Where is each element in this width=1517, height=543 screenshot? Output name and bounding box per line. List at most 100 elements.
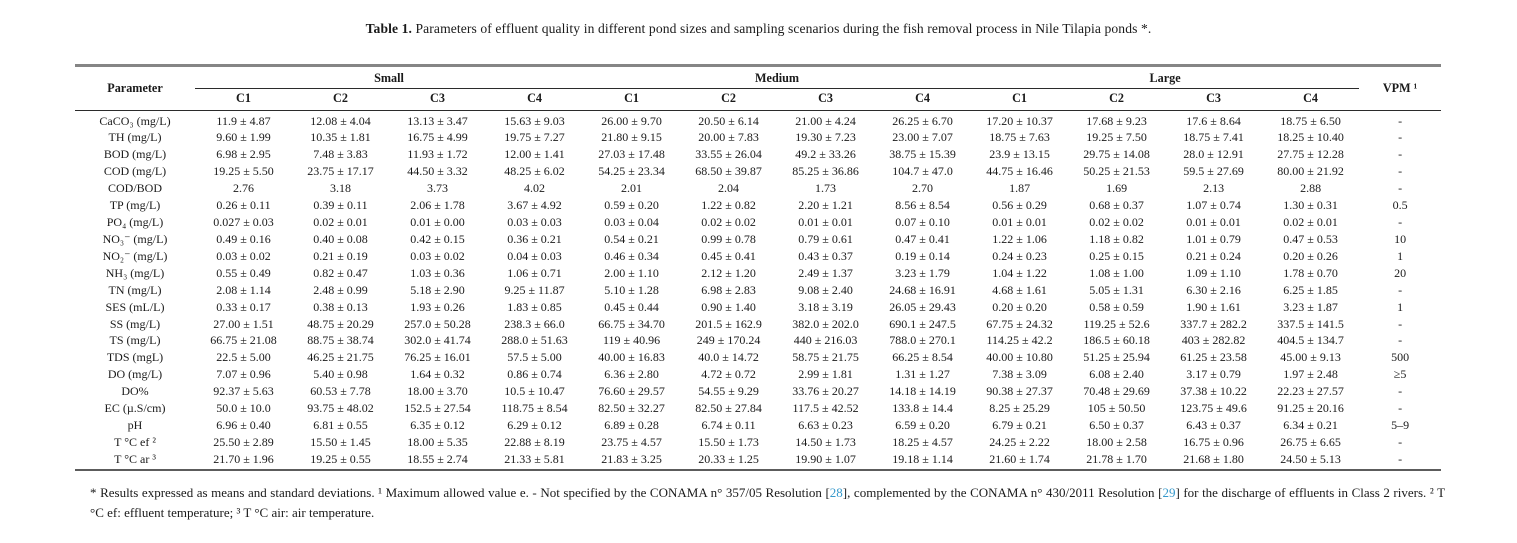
value-cell: 23.00 ± 7.07 xyxy=(892,130,953,145)
value-cell: 17.20 ± 10.37 xyxy=(986,113,1053,128)
parameter-label: TP (mg/L) xyxy=(109,198,161,213)
table-row: COD/BOD 2.76 3.18 3.73 4.02 2.01 2.04 1.73 2.70 1… xyxy=(75,180,1441,197)
value-cell: 119 ± 40.96 xyxy=(602,333,661,348)
vpm-column-header: VPM ¹ xyxy=(1359,65,1442,111)
value-cell: 19.25 ± 7.50 xyxy=(1086,130,1147,145)
scenario-header-large-c4: C4 xyxy=(1262,88,1360,111)
parameter-label: NH₃ (mg/L) xyxy=(105,265,165,280)
value-cell: 0.47 ± 0.41 xyxy=(895,231,950,246)
value-cell: 288.0 ± 51.63 xyxy=(501,333,568,348)
value-cell: 133.8 ± 14.4 xyxy=(892,401,953,416)
value-cell: 54.25 ± 23.34 xyxy=(598,164,665,179)
table-row: NO₂⁻ (mg/L) 0.03 ± 0.02 0.21 ± 0.19 0.03 ± … xyxy=(75,248,1441,265)
value-cell: 26.00 ± 9.70 xyxy=(601,113,662,128)
value-cell: 1.90 ± 1.61 xyxy=(1186,299,1241,314)
value-cell: 6.89 ± 0.28 xyxy=(604,418,659,433)
value-cell: 6.34 ± 0.21 xyxy=(1283,418,1338,433)
value-cell: 14.50 ± 1.73 xyxy=(795,435,856,450)
value-cell: 0.02 ± 0.01 xyxy=(313,215,368,230)
value-cell: 0.45 ± 0.44 xyxy=(604,299,659,314)
value-cell: 0.46 ± 0.34 xyxy=(604,248,659,263)
value-cell: 6.50 ± 0.37 xyxy=(1089,418,1144,433)
value-cell: 12.00 ± 1.41 xyxy=(504,147,565,162)
parameter-label: TN (mg/L) xyxy=(108,282,162,297)
value-cell: 22.23 ± 27.57 xyxy=(1277,384,1344,399)
value-cell: 11.9 ± 4.87 xyxy=(216,113,271,128)
table-row: pH 6.96 ± 0.40 6.81 ± 0.55 6.35 ± 0.12 6.29 … xyxy=(75,417,1441,434)
value-cell: 1.22 ± 0.82 xyxy=(701,198,756,213)
value-cell: 19.90 ± 1.07 xyxy=(795,451,856,466)
value-cell: 1.78 ± 0.70 xyxy=(1283,265,1338,280)
value-cell: 9.25 ± 11.87 xyxy=(504,282,565,297)
value-cell: 68.50 ± 39.87 xyxy=(695,164,762,179)
value-cell: 70.48 ± 29.69 xyxy=(1083,384,1150,399)
value-cell: 1.04 ± 1.22 xyxy=(992,265,1047,280)
value-cell: 337.7 ± 282.2 xyxy=(1180,316,1247,331)
value-cell: 2.76 xyxy=(233,181,254,196)
value-cell: 2.08 ± 1.14 xyxy=(216,282,271,297)
value-cell: 6.59 ± 0.20 xyxy=(895,418,950,433)
value-cell: 2.01 xyxy=(621,181,643,196)
value-cell: 40.00 ± 16.83 xyxy=(598,350,665,365)
value-cell: 2.00 ± 1.10 xyxy=(604,265,659,280)
value-cell: 0.39 ± 0.11 xyxy=(313,198,368,213)
value-cell: 1.83 ± 0.85 xyxy=(507,299,562,314)
value-cell: 40.0 ± 14.72 xyxy=(698,350,759,365)
vpm-cell: - xyxy=(1398,181,1403,196)
value-cell: 19.18 ± 1.14 xyxy=(892,451,953,466)
value-cell: 0.26 ± 0.11 xyxy=(216,198,271,213)
group-header-row: Parameter Small Medium Large VPM ¹ xyxy=(75,65,1442,111)
vpm-cell: - xyxy=(1398,113,1403,128)
value-cell: 21.33 ± 5.81 xyxy=(504,451,565,466)
value-cell: 7.48 ± 3.83 xyxy=(313,147,368,162)
value-cell: 0.82 ± 0.47 xyxy=(313,265,368,280)
scenario-header-large-c1: C1 xyxy=(971,88,1069,111)
vpm-cell: - xyxy=(1398,333,1403,348)
table-caption: Table 1. Parameters of effluent quality … xyxy=(0,21,1517,37)
parameter-label: DO (mg/L) xyxy=(107,367,163,382)
value-cell: 0.86 ± 0.74 xyxy=(507,367,562,382)
citation-ref-28[interactable]: 28 xyxy=(829,485,843,500)
value-cell: 0.58 ± 0.59 xyxy=(1089,299,1144,314)
vpm-cell: - xyxy=(1398,384,1403,399)
value-cell: 0.01 ± 0.00 xyxy=(410,215,465,230)
value-cell: 6.43 ± 0.37 xyxy=(1186,418,1241,433)
value-cell: 22.5 ± 5.00 xyxy=(216,350,271,365)
footnote-text-2: ], complemented by the CONAMA n° 430/201… xyxy=(842,485,1163,500)
vpm-cell: ≥5 xyxy=(1393,367,1407,382)
value-cell: 38.75 ± 15.39 xyxy=(889,147,956,162)
value-cell: 15.50 ± 1.73 xyxy=(698,435,759,450)
value-cell: 0.027 ± 0.03 xyxy=(213,215,274,230)
value-cell: 59.5 ± 27.69 xyxy=(1183,164,1244,179)
value-cell: 91.25 ± 20.16 xyxy=(1277,401,1344,416)
value-cell: 0.49 ± 0.16 xyxy=(216,231,271,246)
table-head: Parameter Small Medium Large VPM ¹ C1 C2… xyxy=(75,65,1442,111)
value-cell: 2.70 xyxy=(912,181,934,196)
table-row: EC (µ.S/cm) 50.0 ± 10.0 93.75 ± 48.02 152.5… xyxy=(75,400,1441,417)
value-cell: 25.50 ± 2.89 xyxy=(213,435,274,450)
value-cell: 3.23 ± 1.87 xyxy=(1283,299,1338,314)
citation-ref-29[interactable]: 29 xyxy=(1162,485,1176,500)
value-cell: 58.75 ± 21.75 xyxy=(792,350,859,365)
value-cell: 26.05 ± 29.43 xyxy=(889,299,956,314)
value-cell: 67.75 ± 24.32 xyxy=(986,316,1053,331)
value-cell: 27.03 ± 17.48 xyxy=(598,147,665,162)
value-cell: 54.55 ± 9.29 xyxy=(698,384,759,399)
value-cell: 22.88 ± 8.19 xyxy=(504,435,565,450)
value-cell: 0.55 ± 0.49 xyxy=(216,265,271,280)
vpm-cell: 0.5 xyxy=(1392,198,1408,213)
footnote-text-1: * Results expressed as means and standar… xyxy=(90,485,830,500)
value-cell: 18.00 ± 5.35 xyxy=(407,435,468,450)
value-cell: 76.25 ± 16.01 xyxy=(404,350,471,365)
value-cell: 6.74 ± 0.11 xyxy=(701,418,756,433)
value-cell: 1.31 ± 1.27 xyxy=(895,367,950,382)
value-cell: 27.00 ± 1.51 xyxy=(213,316,274,331)
value-cell: 6.81 ± 0.55 xyxy=(313,418,368,433)
value-cell: 104.7 ± 47.0 xyxy=(892,164,953,179)
group-header-large: Large xyxy=(971,65,1360,90)
vpm-cell: 20 xyxy=(1394,265,1407,280)
value-cell: 6.63 ± 0.23 xyxy=(798,418,853,433)
value-cell: 17.68 ± 9.23 xyxy=(1086,113,1147,128)
value-cell: 2.13 xyxy=(1203,181,1225,196)
